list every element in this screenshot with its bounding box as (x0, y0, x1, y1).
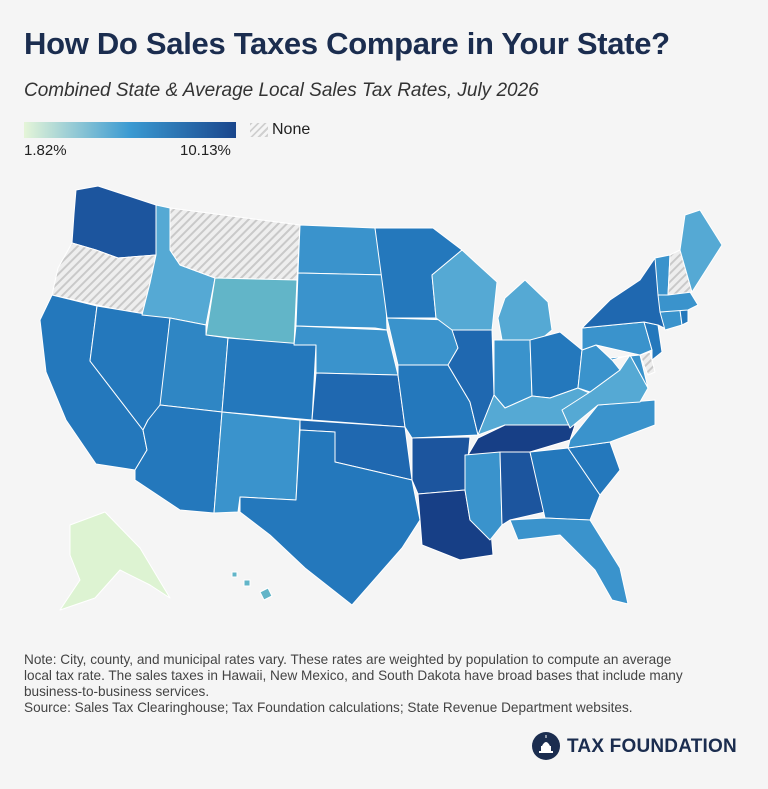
state-arizona (134, 404, 223, 514)
state-new-york (581, 257, 669, 331)
source-line: Source: Sales Tax Clearinghouse; Tax Fou… (24, 700, 633, 715)
capitol-dome-icon (532, 732, 560, 760)
legend-gradient-bar (24, 122, 236, 138)
state-colorado (221, 337, 317, 421)
page-title: How Do Sales Taxes Compare in Your State… (24, 26, 670, 61)
legend-min-label: 1.82% (24, 142, 67, 159)
state-hawaii (231, 571, 273, 601)
state-wyoming (205, 277, 298, 346)
state-alaska (59, 511, 171, 611)
state-north-dakota (297, 224, 386, 276)
state-ohio (529, 331, 583, 399)
legend-max-label: 10.13% (180, 142, 231, 159)
state-wisconsin (431, 249, 498, 331)
state-kansas (311, 372, 406, 428)
state-indiana (493, 339, 533, 409)
state-vermont (654, 254, 671, 296)
state-rhode-island (679, 309, 689, 326)
state-arkansas (411, 436, 471, 495)
state-illinois (447, 329, 495, 436)
logo-text: TAX FOUNDATION (567, 736, 737, 757)
state-south-dakota (295, 272, 388, 331)
note-line-3: business-to-business services. (24, 684, 210, 699)
state-florida (509, 517, 629, 605)
legend-none-label: None (272, 121, 311, 138)
state-michigan (497, 279, 553, 341)
legend-none-swatch (250, 123, 268, 137)
state-maryland (609, 354, 649, 389)
tax-foundation-logo: TAX FOUNDATION (531, 731, 751, 761)
state-maine (679, 209, 723, 293)
page-subtitle: Combined State & Average Local Sales Tax… (24, 80, 539, 101)
state-georgia (529, 447, 601, 521)
footnote: Note: City, county, and municipal rates … (24, 652, 744, 716)
legend: 1.82% 10.13% None (24, 121, 324, 162)
state-texas (239, 429, 421, 606)
note-line-2: local tax rate. The sales taxes in Hawai… (24, 668, 683, 683)
state-delaware (639, 351, 656, 376)
note-line-1: Note: City, county, and municipal rates … (24, 652, 672, 667)
